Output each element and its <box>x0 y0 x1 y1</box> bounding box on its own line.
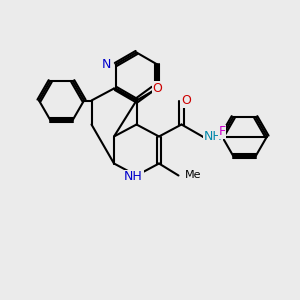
Text: F: F <box>218 125 226 139</box>
Text: O: O <box>181 94 191 107</box>
Text: NH: NH <box>124 170 143 184</box>
Text: O: O <box>153 82 162 95</box>
Text: N: N <box>102 58 111 71</box>
Text: Me: Me <box>184 170 201 181</box>
Text: NH: NH <box>204 130 223 143</box>
